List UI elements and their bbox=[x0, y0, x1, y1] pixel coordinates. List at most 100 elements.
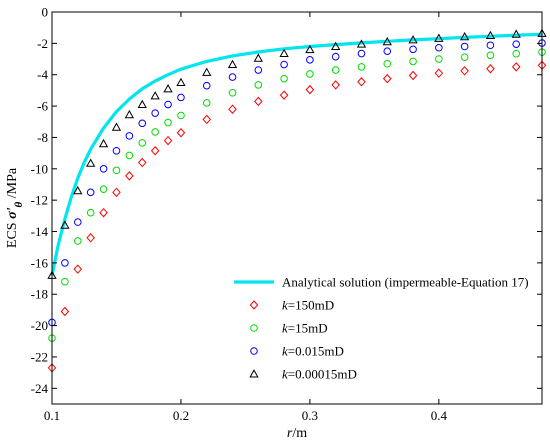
y-tick-label: -2 bbox=[37, 36, 48, 51]
y-tick-label: -6 bbox=[37, 99, 48, 114]
series-1 bbox=[47, 60, 547, 373]
x-tick-label: 0.2 bbox=[173, 408, 189, 423]
data-point bbox=[228, 104, 237, 114]
data-point bbox=[254, 66, 263, 74]
legend-value: =150mD bbox=[288, 298, 334, 313]
data-point bbox=[331, 66, 340, 74]
data-point bbox=[512, 40, 521, 48]
analytical-line bbox=[50, 32, 543, 276]
y-tick-label: -24 bbox=[31, 381, 49, 396]
data-point bbox=[99, 207, 108, 218]
data-point bbox=[163, 84, 173, 93]
plot-frame bbox=[51, 11, 543, 405]
y-tick-label: -14 bbox=[31, 224, 49, 239]
legend-value: =0.00015mD bbox=[288, 367, 357, 382]
y-tick-label: -12 bbox=[31, 193, 48, 208]
legend: Analytical solution (impermeable-Equatio… bbox=[234, 275, 529, 382]
y-tick-label: -20 bbox=[31, 318, 48, 333]
data-point bbox=[99, 165, 108, 173]
legend-marker-swatch bbox=[250, 324, 258, 332]
data-point bbox=[434, 68, 444, 78]
y-axis-prefix: ECS bbox=[5, 219, 20, 248]
data-point bbox=[409, 57, 417, 66]
data-point bbox=[383, 59, 392, 68]
data-point bbox=[202, 67, 212, 76]
y-tick-label: -22 bbox=[31, 349, 48, 364]
data-point bbox=[486, 51, 495, 60]
data-point bbox=[151, 109, 159, 117]
data-point bbox=[111, 122, 122, 131]
y-axis-subscript: θ bbox=[13, 201, 25, 207]
data-point bbox=[254, 81, 263, 89]
data-point bbox=[151, 128, 159, 136]
data-point bbox=[61, 277, 69, 286]
data-point bbox=[202, 114, 212, 125]
data-point bbox=[99, 185, 108, 193]
data-point bbox=[164, 100, 172, 109]
data-point bbox=[227, 59, 238, 69]
legend-marker-swatch bbox=[250, 347, 258, 355]
data-point bbox=[202, 81, 211, 90]
data-point bbox=[435, 43, 443, 52]
data-point bbox=[86, 188, 95, 197]
x-axis-variable: r bbox=[287, 426, 293, 441]
data-point bbox=[486, 41, 495, 50]
data-point bbox=[228, 88, 237, 97]
x-tick-label: 0.3 bbox=[302, 408, 318, 423]
data-point bbox=[331, 52, 340, 61]
legend-entry-4: k=0.00015mD bbox=[282, 367, 357, 382]
data-point bbox=[435, 55, 443, 63]
data-point bbox=[86, 158, 96, 167]
data-point bbox=[164, 118, 172, 127]
data-point bbox=[125, 151, 134, 160]
legend-variable: k bbox=[282, 321, 288, 336]
data-point bbox=[150, 91, 160, 100]
data-point bbox=[306, 56, 314, 64]
data-point bbox=[331, 80, 340, 90]
y-tick-label: -16 bbox=[31, 255, 49, 270]
data-point bbox=[73, 185, 83, 195]
legend-value: =0.015mD bbox=[288, 344, 344, 359]
data-point bbox=[176, 77, 186, 87]
series-0 bbox=[50, 32, 543, 276]
data-point bbox=[383, 47, 392, 56]
legend-entry-2: k=15mD bbox=[282, 321, 328, 336]
data-point bbox=[357, 77, 366, 87]
data-point bbox=[73, 264, 83, 274]
data-point bbox=[112, 166, 121, 175]
legend-entry-3: k=0.015mD bbox=[282, 344, 344, 359]
data-point bbox=[73, 237, 82, 245]
data-point bbox=[137, 99, 147, 109]
data-point bbox=[460, 42, 469, 51]
data-point bbox=[150, 146, 160, 156]
y-axis-symbol: σ' bbox=[5, 207, 20, 219]
data-point bbox=[279, 90, 289, 100]
data-point bbox=[356, 39, 367, 48]
data-point bbox=[511, 62, 521, 72]
data-point bbox=[434, 33, 444, 42]
data-point bbox=[177, 111, 185, 120]
data-point bbox=[60, 220, 70, 229]
legend-marker-swatch bbox=[249, 369, 259, 378]
legend-entry-0: Analytical solution (impermeable-Equatio… bbox=[282, 275, 529, 290]
y-tick-label: -8 bbox=[37, 130, 48, 145]
x-axis-unit: /m bbox=[292, 426, 307, 441]
legend-variable: k bbox=[282, 367, 288, 382]
data-point bbox=[228, 73, 237, 81]
data-point bbox=[202, 99, 211, 107]
data-point bbox=[138, 119, 147, 128]
data-point bbox=[382, 73, 392, 84]
data-point bbox=[124, 109, 135, 119]
data-point bbox=[98, 138, 109, 148]
x-axis-label: r/m bbox=[287, 426, 307, 441]
y-tick-label: -4 bbox=[37, 67, 48, 82]
data-point bbox=[125, 132, 134, 140]
y-tick-label: 0 bbox=[42, 5, 49, 20]
data-point bbox=[460, 66, 469, 76]
legend-value: =15mD bbox=[288, 321, 328, 336]
data-point bbox=[305, 84, 315, 95]
data-point bbox=[357, 49, 366, 58]
data-point bbox=[137, 157, 147, 168]
data-point bbox=[60, 306, 70, 317]
